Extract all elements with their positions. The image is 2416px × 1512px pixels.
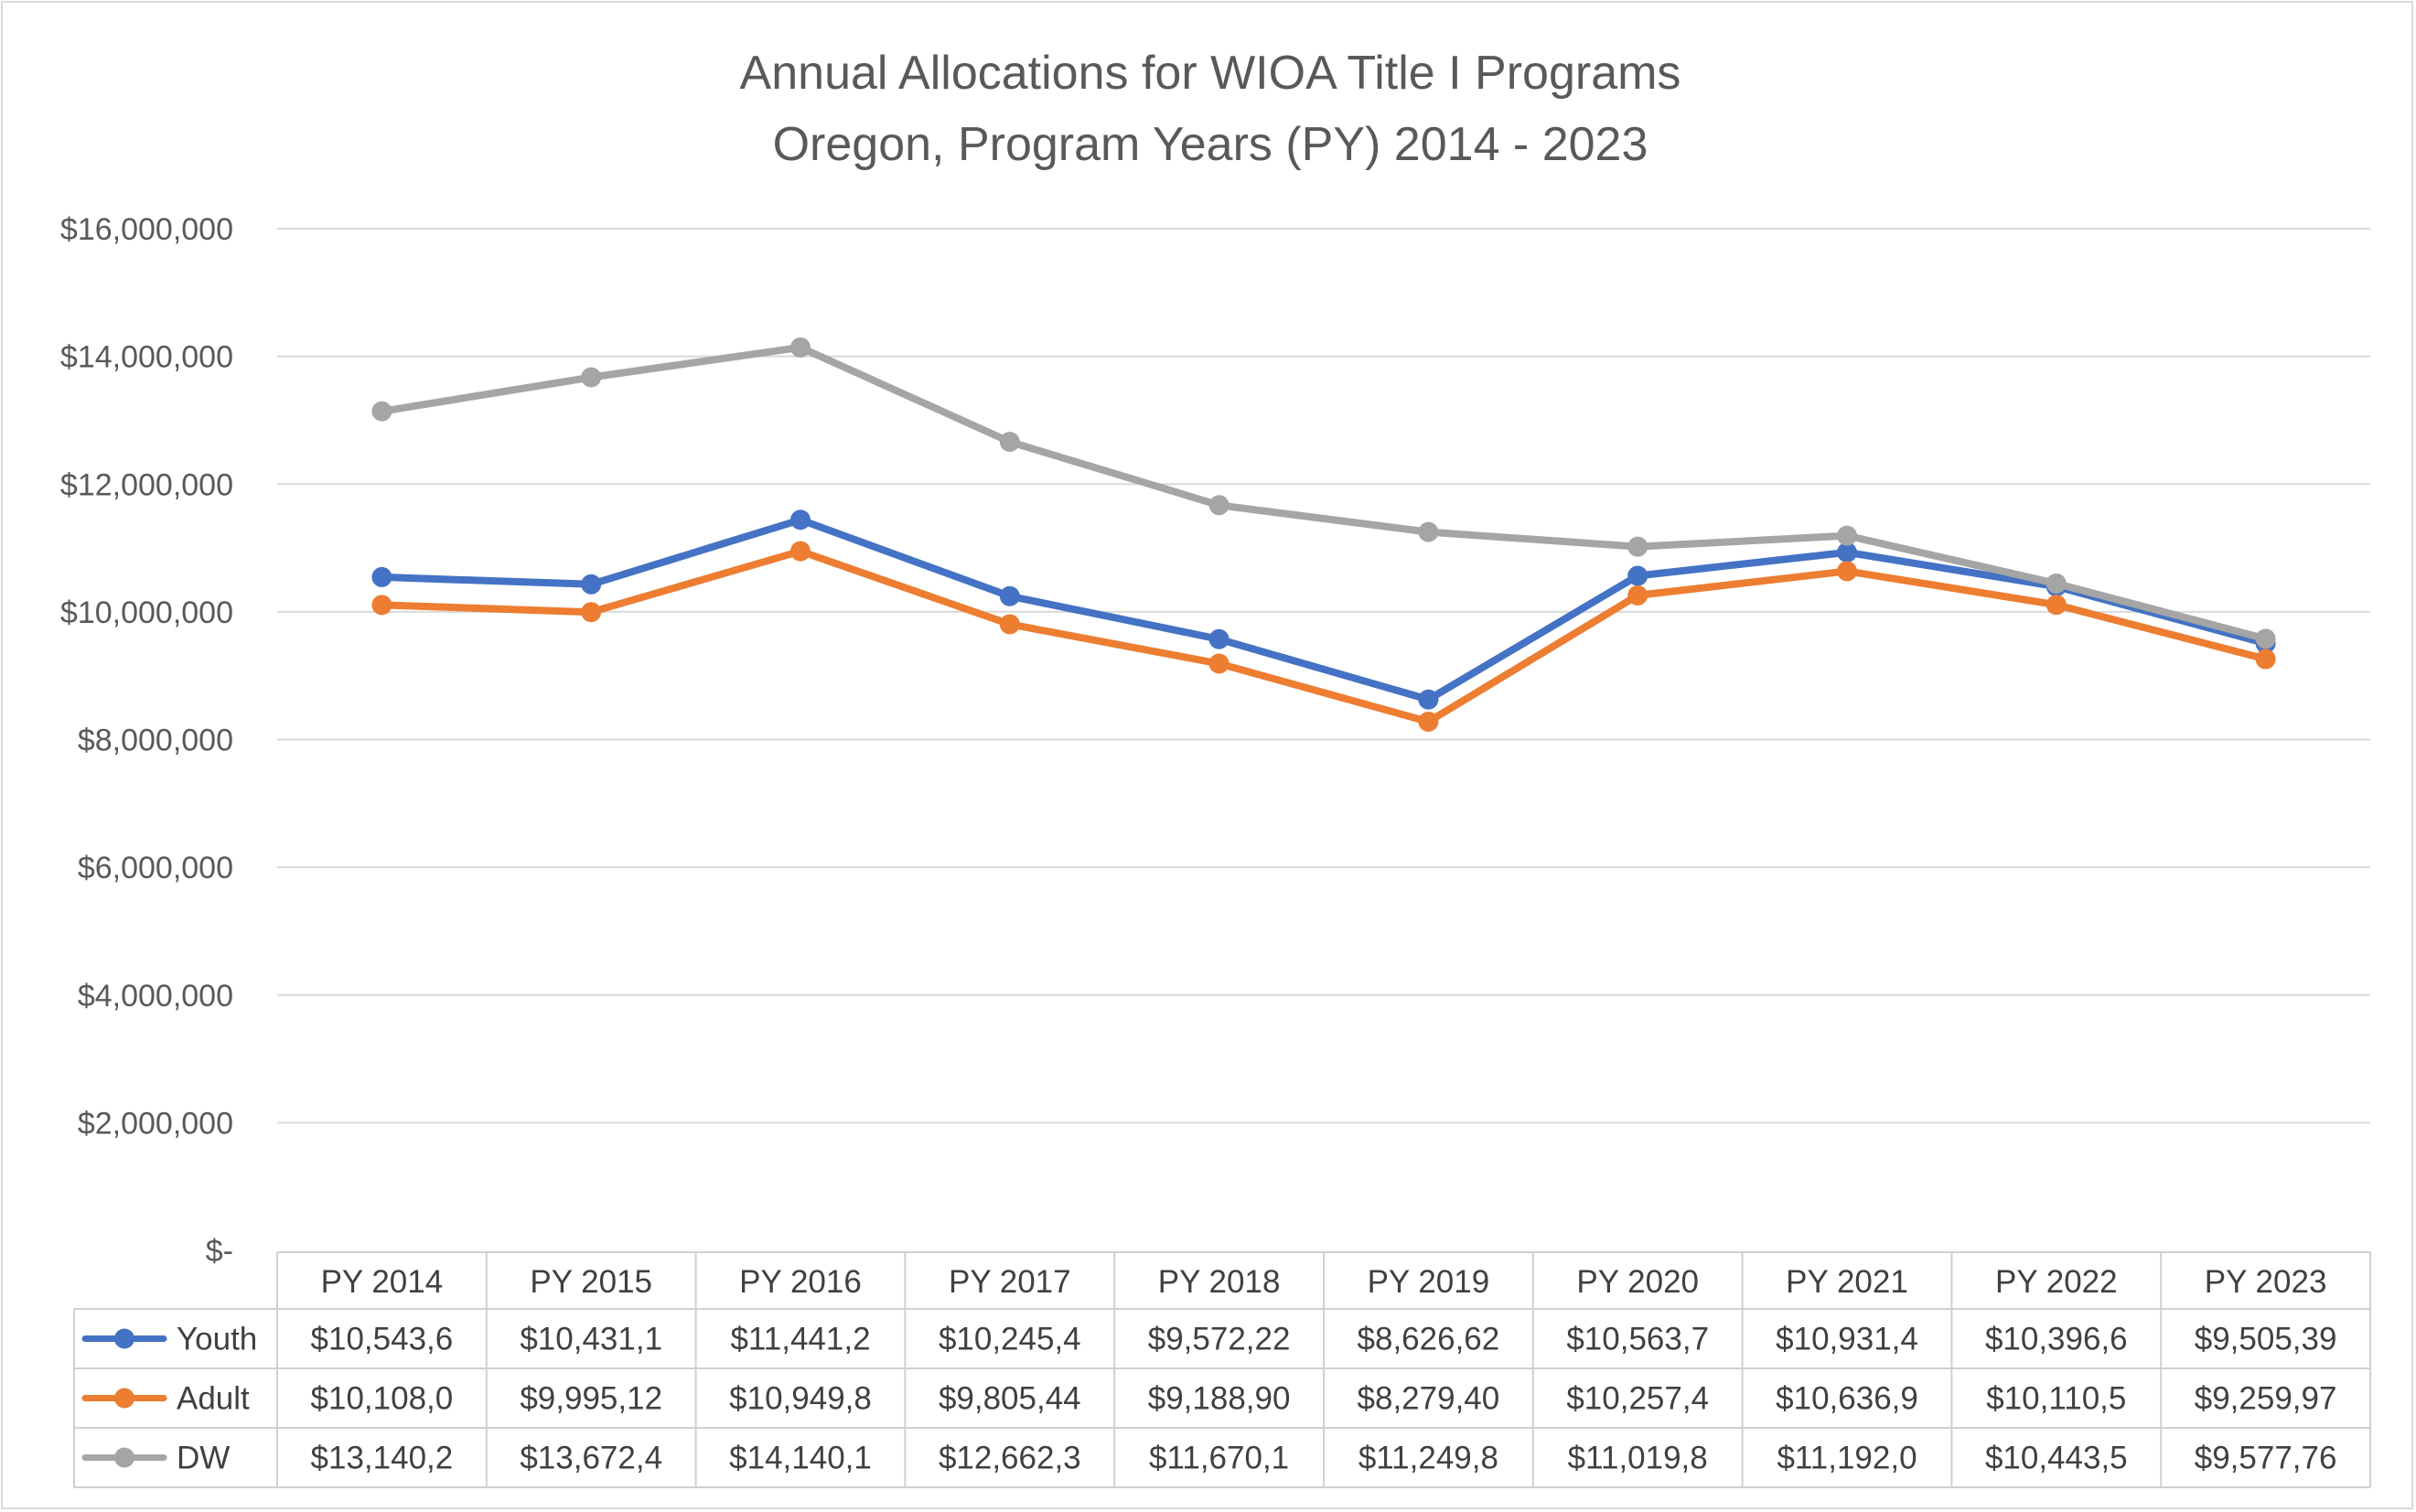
data-table-cell: $13,672,4 [520, 1441, 662, 1476]
data-table-cell: $9,259,97 [2195, 1381, 2337, 1417]
data-table-cell: $10,563,7 [1566, 1322, 1709, 1357]
data-point [371, 401, 392, 422]
data-table-cell: $9,577,76 [2195, 1441, 2337, 1476]
data-point [1418, 521, 1439, 542]
legend-label: Youth [177, 1322, 257, 1357]
data-table-cell: $10,636,9 [1776, 1381, 1918, 1417]
data-point [790, 541, 811, 562]
data-point [999, 585, 1020, 606]
data-table-cell: $10,257,4 [1566, 1381, 1709, 1417]
data-table-cell: $10,443,5 [1985, 1441, 2128, 1476]
data-table-cell: $10,108,0 [311, 1381, 454, 1417]
data-point [581, 367, 602, 388]
data-point [790, 337, 811, 358]
legend-key-marker [114, 1328, 134, 1349]
x-tick-label: PY 2017 [949, 1264, 1071, 1300]
y-tick-label: $2,000,000 [78, 1106, 233, 1141]
data-table-cell: $12,662,3 [939, 1441, 1081, 1476]
data-table-cell: $13,140,2 [311, 1441, 454, 1476]
data-point [1837, 542, 1857, 563]
data-point [2255, 628, 2276, 649]
data-point [371, 595, 392, 616]
data-table-cell: $11,019,8 [1568, 1441, 1708, 1476]
data-point [1418, 689, 1439, 710]
data-table-cell: $10,931,4 [1776, 1322, 1918, 1357]
legend-key-marker [114, 1447, 134, 1468]
data-table-cell: $10,396,6 [1985, 1322, 2128, 1357]
data-point [999, 614, 1020, 635]
y-tick-label: $10,000,000 [60, 595, 233, 630]
x-tick-label: PY 2021 [1786, 1264, 1908, 1300]
data-point [1627, 536, 1648, 557]
series-line [378, 516, 2270, 703]
x-tick-label: PY 2019 [1368, 1264, 1490, 1300]
y-axis-tick-labels: $- $2,000,000 $4,000,000 $6,000,000 $8,000,0… [60, 212, 233, 1269]
x-tick-label: PY 2023 [2205, 1264, 2327, 1300]
data-point [1627, 565, 1648, 586]
data-table-cell: $11,249,8 [1358, 1441, 1498, 1476]
data-point [581, 574, 602, 595]
data-point [581, 602, 602, 623]
data-table-cell: $11,441,2 [730, 1322, 870, 1357]
data-table-cell: $9,505,39 [2195, 1322, 2337, 1357]
data-table-cell: $11,670,1 [1149, 1441, 1289, 1476]
data-point [2255, 649, 2276, 670]
data-table-cell: $9,572,22 [1148, 1322, 1291, 1357]
x-tick-label: PY 2016 [739, 1264, 862, 1300]
data-point [1208, 628, 1229, 649]
chart-subtitle: Oregon, Program Years (PY) 2014 - 2023 [773, 118, 1648, 171]
data-table-cell: $10,949,8 [729, 1381, 872, 1417]
legend-label: Adult [177, 1381, 250, 1417]
data-table-cell: $8,626,62 [1358, 1322, 1500, 1357]
y-tick-label: $14,000,000 [60, 340, 233, 375]
data-table-cell: $9,805,44 [939, 1381, 1081, 1417]
data-point [1627, 584, 1648, 606]
y-tick-label: $6,000,000 [78, 851, 233, 885]
x-tick-label: PY 2018 [1158, 1264, 1281, 1300]
data-point [1418, 711, 1439, 732]
data-table-cell: $10,543,6 [311, 1322, 454, 1357]
series-line [378, 343, 2270, 643]
x-tick-label: PY 2022 [1995, 1264, 2118, 1300]
data-table-cell: $10,431,1 [520, 1322, 662, 1357]
data-point [1837, 525, 1857, 546]
line-chart: Annual Allocations for WIOA Title I Prog… [60, 47, 2371, 1488]
data-table-cell: $11,192,0 [1777, 1441, 1917, 1476]
data-point [2046, 595, 2067, 616]
series-lines [371, 337, 2276, 732]
x-tick-label: PY 2014 [321, 1264, 444, 1300]
x-tick-label: PY 2015 [530, 1264, 652, 1300]
data-point [1208, 653, 1229, 674]
data-table-cell: $9,188,90 [1148, 1381, 1291, 1417]
data-table-cell: $8,279,40 [1358, 1381, 1500, 1417]
chart-title: Annual Allocations for WIOA Title I Prog… [740, 47, 1681, 100]
legend-label: DW [177, 1441, 230, 1476]
y-tick-label: $4,000,000 [78, 979, 233, 1013]
data-table-cell: $14,140,1 [729, 1441, 872, 1476]
y-tick-label: $12,000,000 [60, 467, 233, 502]
data-table-cell: $9,995,12 [520, 1381, 662, 1417]
gridlines [277, 228, 2370, 1124]
x-tick-label: PY 2020 [1576, 1264, 1699, 1300]
data-point [2046, 573, 2067, 594]
data-table: PY 2014 PY 2015 PY 2016 PY 2017 PY 2018 PY 20… [73, 1251, 2371, 1488]
y-tick-label: $- [206, 1234, 233, 1269]
data-table-cell: $10,110,5 [1986, 1381, 2126, 1417]
y-tick-label: $8,000,000 [78, 724, 233, 758]
data-point [999, 432, 1020, 453]
data-point [1837, 561, 1857, 582]
data-point [371, 566, 392, 587]
series-line [378, 547, 2270, 725]
y-tick-label: $16,000,000 [60, 212, 233, 247]
legend-key-marker [114, 1388, 134, 1409]
data-point [790, 509, 811, 531]
data-point [1208, 495, 1229, 516]
data-table-cell: $10,245,4 [939, 1322, 1081, 1357]
